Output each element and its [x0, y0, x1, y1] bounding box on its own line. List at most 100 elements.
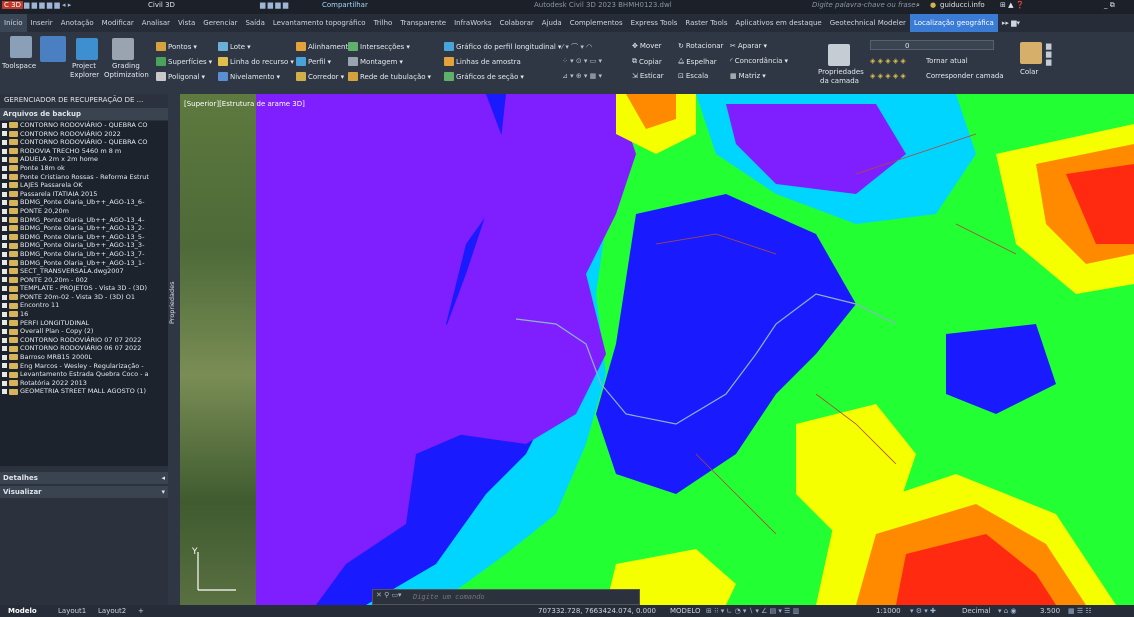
expand-icon[interactable] — [2, 260, 7, 266]
annotation-scale[interactable]: 1:1000 — [876, 607, 901, 615]
expand-icon[interactable] — [2, 200, 7, 206]
list-item[interactable]: CONTORNO RODOVIÁRIO - QUEBRA CO — [0, 138, 168, 147]
status-icons[interactable]: ▾ ⌂ ◉ — [998, 607, 1017, 615]
expand-icon[interactable] — [2, 389, 7, 395]
tab-express-tools[interactable]: Express Tools — [630, 19, 678, 27]
model-space-toggle[interactable]: MODELO — [670, 607, 701, 615]
expand-icon[interactable] — [2, 329, 7, 335]
expand-icon[interactable] — [2, 354, 7, 360]
file-menu[interactable]: Civil 3D — [148, 1, 175, 9]
copiar-button[interactable]: ⧉ Copiar — [632, 57, 662, 66]
list-item[interactable]: BDMG_Ponte Olaria_Ub++_AGO-13_3- — [0, 241, 168, 250]
expand-icon[interactable] — [2, 320, 7, 326]
list-item[interactable]: LAJES Passarela OK — [0, 181, 168, 190]
list-item[interactable]: BDMG_Ponte Olaria_Ub++_AGO-13_1- — [0, 259, 168, 268]
list-item[interactable]: PONTE 20,20m — [0, 207, 168, 216]
drawing-viewport[interactable]: [Superior][Estrutura de arame 3D] Y — [180, 94, 1134, 605]
help-icon[interactable]: ⊞ ▲ ❓ — [1000, 1, 1025, 9]
toolspace-button[interactable]: Toolspace — [2, 62, 37, 70]
list-item[interactable]: BDMG_Ponte Olaria_Ub++_AGO-13_2- — [0, 224, 168, 233]
list-item[interactable]: CONTORNO RODOVIÁRIO 06 07 2022 — [0, 344, 168, 353]
properties-strip[interactable]: Propriedades — [168, 94, 180, 605]
command-input[interactable] — [413, 591, 633, 602]
aparar-button[interactable]: ✂ Aparar ▾ — [730, 42, 767, 50]
draw-tools-row1[interactable]: ⁄ ▾ ⌒ ▾ ◠ — [562, 43, 593, 51]
tab-modelo[interactable]: Modelo — [8, 607, 37, 615]
list-item[interactable]: Rotatória 2022 2013 — [0, 379, 168, 388]
list-item[interactable]: 16 — [0, 310, 168, 319]
espelhar-button[interactable]: ⧋ Espelhar — [678, 57, 717, 66]
interseccoes-button[interactable]: Intersecções ▾ — [348, 42, 410, 51]
drafting-toggles[interactable]: ⊞ ⁝⁝ ▾ ∟ ◔ ▾ ∖ ▾ ∠ ▤ ▾ ☰ ▥ — [706, 607, 800, 615]
linhas-amostra-button[interactable]: Linhas de amostra — [444, 57, 521, 66]
expand-icon[interactable] — [2, 337, 7, 343]
user-icon[interactable]: ● — [930, 1, 937, 9]
tab-ajuda[interactable]: Ajuda — [541, 19, 562, 27]
pontos-button[interactable]: Pontos ▾ — [156, 42, 197, 51]
backup-files-header[interactable]: Arquivos de backup — [0, 108, 171, 120]
expand-icon[interactable] — [2, 182, 7, 188]
list-item[interactable]: Ponte Cristiano Rossas - Reforma Estrut — [0, 173, 168, 182]
list-item[interactable]: PONTE 20m-02 - Vista 3D - (3D) O1 — [0, 293, 168, 302]
list-item[interactable]: GEOMETRIA STREET MALL AGOSTO (1) — [0, 387, 168, 396]
expand-icon[interactable] — [2, 225, 7, 231]
add-layout-icon[interactable]: + — [138, 607, 144, 615]
expand-icon[interactable] — [2, 372, 7, 378]
list-item[interactable]: Eng Marcos - Wesley - Regularização - — [0, 362, 168, 371]
search-icon[interactable]: ⌕ — [916, 1, 920, 9]
superficies-button[interactable]: Superfícies ▾ — [156, 57, 212, 66]
tab-geotechnical[interactable]: Geotechnical Modeler — [829, 19, 906, 27]
tab-gerenciar[interactable]: Gerenciar — [203, 19, 238, 27]
list-item[interactable]: Encontro 11 — [0, 301, 168, 310]
workspace-gear-icon[interactable]: ▾ ⚙ ▾ ✚ — [910, 607, 936, 615]
detalhes-header[interactable]: Detalhes ◂ — [0, 472, 171, 484]
list-item[interactable]: BDMG_Ponte Olaria_Ub++_AGO-13_5- — [0, 233, 168, 242]
rotacionar-button[interactable]: ↻ Rotacionar — [678, 42, 723, 50]
tab-analisar[interactable]: Analisar — [141, 19, 171, 27]
escala-button[interactable]: ⊡ Escala — [678, 72, 708, 80]
rede-tubulacao-button[interactable]: Rede de tubulação ▾ — [348, 72, 431, 81]
nivelamento-button[interactable]: Nivelamento ▾ — [218, 72, 280, 81]
expand-icon[interactable] — [2, 208, 7, 214]
command-tools-icon[interactable]: ✕ ⚲ ▭▾ — [376, 591, 402, 599]
perfil-button[interactable]: Perfil ▾ — [296, 57, 331, 66]
matriz-button[interactable]: ▦ Matriz ▾ — [730, 72, 766, 80]
list-item[interactable]: TEMPLATE - PROJETOS - Vista 3D - (3D) — [0, 284, 168, 293]
expand-icon[interactable] — [2, 363, 7, 369]
tornar-atual-button[interactable]: Tornar atual — [926, 57, 968, 65]
expand-icon[interactable] — [2, 122, 7, 128]
tab-levantamento[interactable]: Levantamento topográfico — [272, 19, 366, 27]
expand-icon[interactable] — [2, 294, 7, 300]
project-explorer-icon[interactable] — [76, 38, 98, 60]
expand-icon[interactable] — [2, 139, 7, 145]
corredor-button[interactable]: Corredor ▾ — [296, 72, 344, 81]
expand-icon[interactable] — [2, 311, 7, 317]
app-badge[interactable]: C 3D — [2, 1, 23, 9]
list-item[interactable]: BDMG_Ponte Olaria_Ub++_AGO-13_6- — [0, 198, 168, 207]
list-item[interactable]: BDMG_Ponte Olaria_Ub++_AGO-13_7- — [0, 250, 168, 259]
mover-button[interactable]: ✥ Mover — [632, 42, 662, 50]
expand-icon[interactable] — [2, 174, 7, 180]
tab-colaborar[interactable]: Colaborar — [499, 19, 534, 27]
grading-optimization-label[interactable]: Grading — [112, 62, 140, 70]
expand-icon[interactable] — [2, 346, 7, 352]
tab-more-icon[interactable]: ▸▸ ▆▾ — [1001, 19, 1020, 27]
expand-icon[interactable] — [2, 286, 7, 292]
list-item[interactable]: Passarela ITATIAIA 2015 — [0, 190, 168, 199]
grafico-perfil-button[interactable]: Gráfico do perfil longitudinal ▾ — [444, 42, 561, 51]
linha-recurso-button[interactable]: Linha do recurso ▾ — [218, 57, 294, 66]
tab-trilho[interactable]: Trilho — [373, 19, 393, 27]
expand-icon[interactable] — [2, 191, 7, 197]
layer-tools-row2[interactable]: ◈ ◈ ◈ ◈ ◈ — [870, 72, 906, 80]
tab-transparente[interactable]: Transparente — [400, 19, 447, 27]
concordancia-button[interactable]: ◜ Concordância ▾ — [730, 57, 788, 65]
toolspace-icon[interactable] — [10, 36, 32, 58]
expand-icon[interactable] — [2, 380, 7, 386]
tab-vista[interactable]: Vista — [178, 19, 196, 27]
expand-icon[interactable] — [2, 234, 7, 240]
layer-dropdown[interactable]: 0 — [870, 40, 994, 50]
expand-icon[interactable] — [2, 131, 7, 137]
list-item[interactable]: Levantamento Estrada Quebra Coco - a — [0, 370, 168, 379]
project-explorer-label-2[interactable]: Explorer — [70, 71, 100, 79]
tab-saida[interactable]: Saída — [245, 19, 265, 27]
